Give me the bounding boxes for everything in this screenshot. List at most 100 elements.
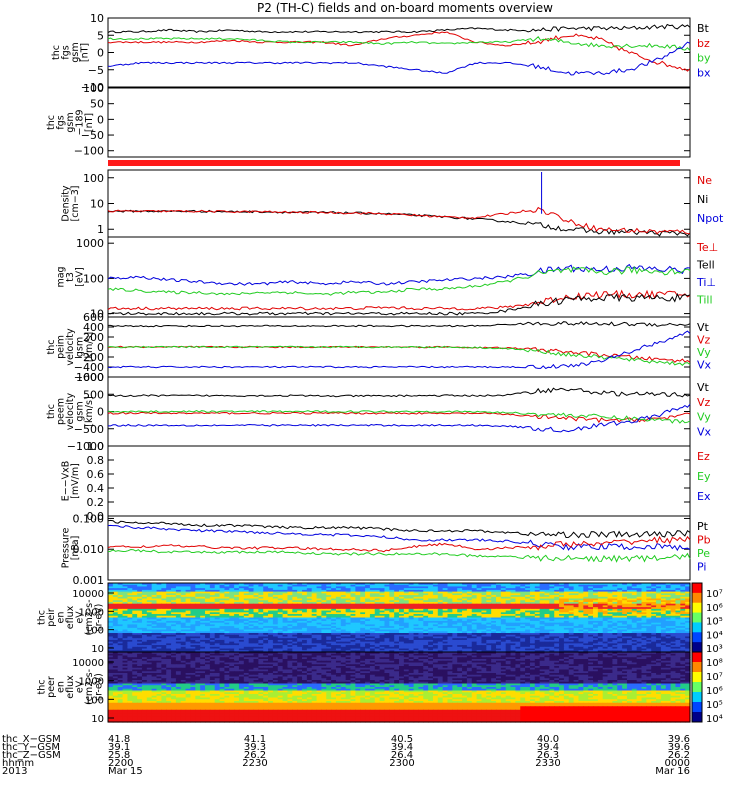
spectrogram-cell	[612, 633, 618, 636]
spectrogram-cell	[311, 603, 318, 607]
spectrogram-cell	[656, 588, 662, 591]
spectrogram-cell	[602, 622, 609, 625]
spectrogram-cell	[292, 617, 298, 620]
spectrogram-cell	[418, 639, 424, 643]
spectrogram-cell	[112, 624, 119, 627]
spectrogram-cell	[418, 584, 424, 588]
spectrogram-cell	[656, 641, 662, 644]
spectrogram-cell	[180, 595, 187, 598]
spectrogram-cell	[447, 624, 453, 627]
spectrogram-cell	[180, 629, 187, 632]
spectrogram-cell	[626, 605, 633, 608]
spectrogram-cell	[248, 643, 255, 646]
spectrogram-cell	[263, 617, 269, 620]
spectrogram-cell	[229, 589, 235, 593]
spectrogram-cell	[505, 601, 512, 605]
spectrogram-cell	[345, 588, 352, 591]
spectrogram-cell	[185, 591, 192, 594]
spectrogram-cell	[360, 617, 366, 620]
spectrogram-cell	[641, 586, 647, 589]
spectrogram-cell	[563, 633, 570, 636]
spectrogram-cell	[549, 615, 555, 619]
spectrogram-cell	[612, 643, 618, 646]
spectrogram-cell	[141, 634, 148, 638]
spectrogram-cell	[282, 627, 289, 631]
spectrogram-cell	[243, 650, 250, 653]
spectrogram-cell	[394, 626, 400, 629]
spectrogram-cell	[166, 603, 172, 607]
spectrogram-cell	[520, 593, 526, 596]
spectrogram-cell	[209, 627, 216, 631]
spectrogram-cell	[326, 620, 332, 624]
spectrogram-cell	[520, 601, 526, 605]
spectrogram-cell	[447, 607, 453, 610]
spectrogram-cell	[161, 610, 167, 613]
spectrogram-cell	[418, 645, 424, 648]
spectrogram-cell	[529, 586, 536, 589]
spectrogram-cell	[656, 610, 662, 613]
spectrogram-cell	[500, 583, 507, 586]
spectrogram-cell	[685, 589, 691, 593]
spectrogram-cell	[141, 626, 148, 629]
spectrogram-cell	[350, 595, 356, 598]
spectrogram-cell	[534, 624, 541, 627]
spectrogram-cell	[379, 638, 386, 641]
spectrogram-cell	[253, 608, 259, 612]
spectrogram-cell	[127, 619, 133, 622]
spectrogram-cell	[272, 631, 279, 634]
figure-title: P2 (TH-C) fields and on-board moments ov…	[257, 1, 553, 15]
spectrogram-cell	[161, 589, 167, 593]
spectrogram-cell	[146, 586, 153, 589]
spectrogram-cell	[108, 641, 114, 644]
spectrogram-cell	[476, 634, 483, 638]
spectrogram-cell	[510, 583, 516, 586]
spectrogram-cell	[665, 620, 672, 624]
spectrogram-cell	[112, 614, 119, 617]
spectrogram-cell	[272, 627, 279, 631]
spectrogram-cell	[166, 601, 172, 605]
spectrogram-cell	[379, 595, 386, 598]
spectrogram-cell	[205, 603, 211, 607]
spectrogram-cell	[268, 648, 274, 651]
spectrogram-cell	[651, 631, 657, 634]
spectrogram-cell	[268, 633, 274, 636]
y-axis-label-line: thc	[46, 404, 57, 419]
y-tick-label: 100	[83, 172, 104, 185]
spectrogram-cell	[408, 639, 415, 643]
spectrogram-cell	[399, 641, 405, 644]
spectrogram-cell	[238, 620, 245, 624]
spectrogram-cell	[369, 645, 376, 648]
spectrogram-cell	[151, 617, 158, 620]
spectrogram-cell	[656, 624, 662, 627]
spectrogram-cell	[660, 634, 667, 638]
spectrogram-cell	[622, 634, 628, 638]
spectrogram-cell	[520, 619, 526, 622]
spectrogram-cell	[549, 629, 555, 632]
spectrogram-cell	[195, 633, 201, 636]
spectrogram-cell	[529, 615, 536, 619]
spectrogram-cell	[568, 638, 575, 641]
spectrogram-cell	[205, 639, 211, 643]
spectrogram-cell	[335, 593, 342, 596]
spectrogram-cell	[496, 622, 502, 625]
spectrogram-cell	[146, 627, 153, 631]
spectrogram-cell	[544, 629, 550, 632]
spectrogram-cell	[602, 641, 609, 644]
spectrogram-cell	[675, 589, 681, 593]
spectrogram-cell	[180, 636, 187, 639]
spectrogram-cell	[413, 636, 419, 639]
spectrogram-cell	[272, 608, 279, 612]
spectrogram-cell	[442, 601, 449, 605]
spectrogram-cell	[559, 626, 565, 629]
spectrogram-cell	[418, 596, 424, 600]
spectrogram-cell	[297, 643, 303, 646]
spectrogram-cell	[457, 629, 463, 632]
y-axis-label-line: gsm	[75, 401, 86, 421]
spectrogram-cell	[432, 583, 439, 586]
spectrogram-cell	[180, 591, 187, 594]
spectrogram-cell	[292, 624, 298, 627]
spectrogram-cell	[636, 603, 643, 607]
spectrogram-cell	[559, 600, 565, 603]
spectrogram-cell	[491, 589, 497, 593]
spectrogram-cell	[641, 634, 647, 638]
